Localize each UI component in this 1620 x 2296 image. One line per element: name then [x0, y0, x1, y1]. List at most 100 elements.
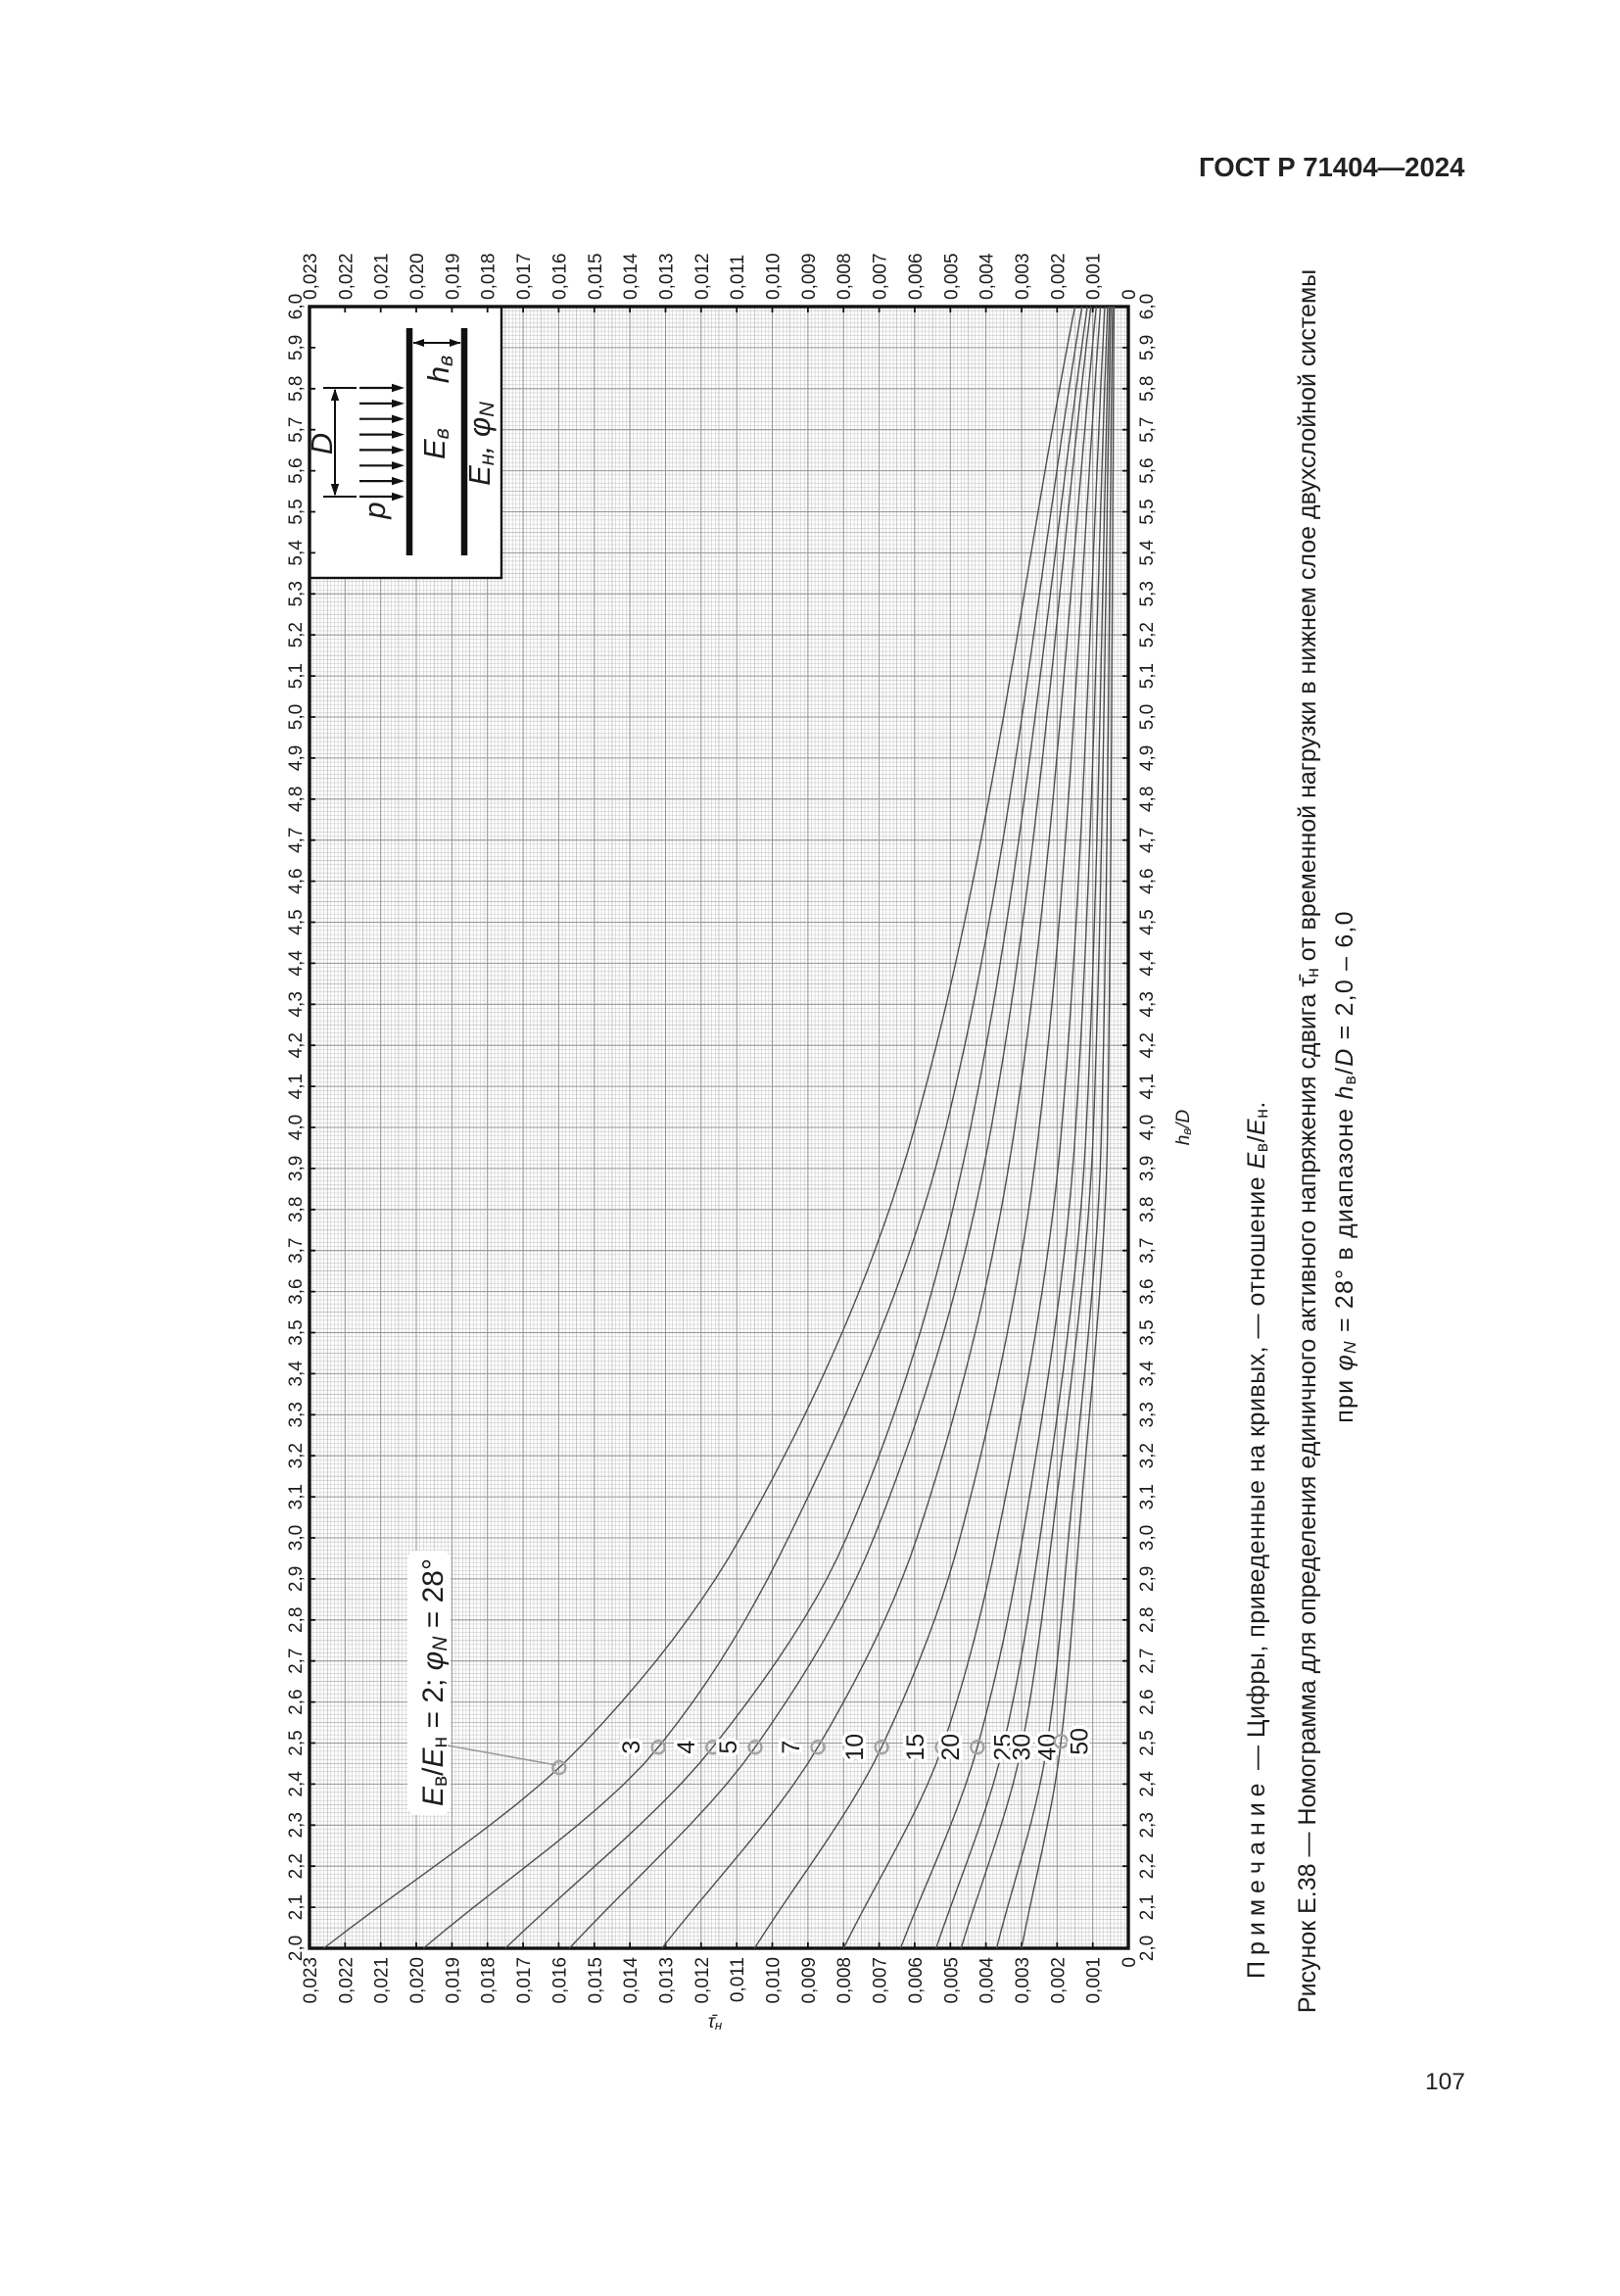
svg-text:3,1: 3,1	[1137, 1484, 1158, 1509]
svg-text:0,007: 0,007	[871, 253, 891, 300]
svg-text:2,8: 2,8	[1137, 1607, 1158, 1633]
svg-text:τ̄н: τ̄н	[708, 2012, 723, 2033]
svg-text:Eв/Eн = 2; φN = 28°: Eв/Eн = 2; φN = 28°	[417, 1558, 452, 1806]
svg-text:0,001: 0,001	[1084, 253, 1105, 300]
svg-text:2,6: 2,6	[1137, 1689, 1158, 1714]
svg-text:5,4: 5,4	[286, 540, 307, 566]
svg-text:25: 25	[990, 1734, 1018, 1761]
svg-text:0,012: 0,012	[692, 1957, 713, 2004]
svg-text:D: D	[305, 433, 339, 454]
svg-text:3,2: 3,2	[1137, 1443, 1158, 1468]
svg-text:0,018: 0,018	[479, 253, 500, 300]
svg-text:2,7: 2,7	[286, 1648, 307, 1673]
svg-text:4,1: 4,1	[286, 1074, 307, 1099]
svg-text:0,007: 0,007	[871, 1957, 891, 2004]
svg-text:5,1: 5,1	[1137, 663, 1158, 689]
svg-text:3,3: 3,3	[286, 1402, 307, 1427]
svg-text:3,9: 3,9	[286, 1156, 307, 1181]
svg-text:0: 0	[1120, 1957, 1140, 1968]
svg-text:0,013: 0,013	[657, 1957, 678, 2004]
svg-text:2,1: 2,1	[1137, 1894, 1158, 1920]
svg-text:2,1: 2,1	[286, 1894, 307, 1920]
svg-text:0,001: 0,001	[1084, 1957, 1105, 2004]
svg-text:0,008: 0,008	[834, 253, 855, 300]
svg-text:0: 0	[1120, 289, 1140, 300]
svg-text:3,6: 3,6	[1137, 1278, 1158, 1304]
svg-text:4,4: 4,4	[286, 950, 307, 977]
svg-text:4,0: 4,0	[286, 1115, 307, 1140]
svg-text:4,7: 4,7	[286, 827, 307, 852]
svg-text:p: p	[357, 502, 392, 519]
svg-text:2,0: 2,0	[1137, 1936, 1158, 1961]
svg-text:3: 3	[618, 1741, 645, 1754]
svg-text:5,7: 5,7	[286, 416, 307, 442]
svg-text:4,4: 4,4	[1137, 950, 1158, 977]
svg-text:5,9: 5,9	[1137, 335, 1158, 360]
svg-text:0,017: 0,017	[514, 253, 535, 300]
svg-text:0,022: 0,022	[336, 253, 357, 300]
svg-text:4,1: 4,1	[1137, 1074, 1158, 1099]
svg-text:2,3: 2,3	[1137, 1812, 1158, 1838]
svg-text:0,002: 0,002	[1048, 1957, 1069, 2004]
svg-text:4,9: 4,9	[286, 745, 307, 771]
svg-text:5,5: 5,5	[286, 499, 307, 524]
svg-text:0,009: 0,009	[799, 253, 820, 300]
svg-text:5,8: 5,8	[1137, 376, 1158, 402]
svg-text:2,9: 2,9	[1137, 1566, 1158, 1592]
svg-text:0,018: 0,018	[479, 1957, 500, 2004]
svg-text:2,6: 2,6	[286, 1689, 307, 1714]
svg-text:5,6: 5,6	[1137, 457, 1158, 483]
svg-text:30: 30	[1009, 1734, 1036, 1761]
svg-text:3,1: 3,1	[286, 1484, 307, 1509]
svg-text:2,0: 2,0	[286, 1936, 307, 1961]
svg-text:0,021: 0,021	[372, 1957, 393, 2004]
svg-text:4,5: 4,5	[286, 909, 307, 934]
svg-text:3,3: 3,3	[1137, 1402, 1158, 1427]
svg-text:4,6: 4,6	[1137, 868, 1158, 893]
svg-text:0,019: 0,019	[443, 1957, 463, 2004]
svg-text:0,003: 0,003	[1013, 1957, 1033, 2004]
svg-text:5,3: 5,3	[1137, 581, 1158, 606]
svg-text:0,017: 0,017	[514, 1957, 535, 2004]
svg-text:0,015: 0,015	[586, 1957, 606, 2004]
svg-text:0,014: 0,014	[621, 253, 642, 300]
svg-text:4,3: 4,3	[286, 991, 307, 1017]
svg-text:0,011: 0,011	[728, 1957, 748, 2002]
svg-text:2,2: 2,2	[1137, 1853, 1158, 1879]
svg-text:4,2: 4,2	[1137, 1032, 1158, 1058]
svg-text:5,9: 5,9	[286, 335, 307, 360]
svg-text:4,2: 4,2	[286, 1032, 307, 1058]
svg-text:2,9: 2,9	[286, 1566, 307, 1592]
svg-text:2,4: 2,4	[1137, 1771, 1158, 1797]
svg-text:3,4: 3,4	[1137, 1361, 1158, 1387]
svg-text:4,8: 4,8	[1137, 787, 1158, 812]
svg-text:5,7: 5,7	[1137, 416, 1158, 442]
svg-text:0,020: 0,020	[407, 253, 428, 300]
svg-text:5,2: 5,2	[286, 622, 307, 647]
svg-text:5: 5	[715, 1741, 742, 1754]
svg-text:0,013: 0,013	[657, 253, 678, 300]
svg-text:15: 15	[902, 1734, 929, 1761]
svg-text:5,0: 5,0	[1137, 704, 1158, 730]
svg-text:2,8: 2,8	[286, 1607, 307, 1633]
svg-text:3,8: 3,8	[286, 1197, 307, 1222]
svg-text:5,3: 5,3	[286, 581, 307, 606]
svg-text:Eн, φN: Eн, φN	[462, 402, 499, 486]
svg-text:0,012: 0,012	[692, 253, 713, 300]
svg-text:3,6: 3,6	[286, 1278, 307, 1304]
svg-text:0,010: 0,010	[764, 253, 785, 300]
svg-text:0,011: 0,011	[728, 255, 748, 300]
svg-text:0,021: 0,021	[372, 253, 393, 300]
svg-text:6,0: 6,0	[286, 294, 307, 319]
svg-text:5,2: 5,2	[1137, 622, 1158, 647]
svg-text:3,0: 3,0	[286, 1525, 307, 1551]
svg-text:50: 50	[1066, 1728, 1093, 1755]
svg-text:0,010: 0,010	[764, 1957, 785, 2004]
svg-text:2,5: 2,5	[286, 1730, 307, 1755]
svg-text:3,4: 3,4	[286, 1361, 307, 1387]
svg-text:2,4: 2,4	[286, 1771, 307, 1797]
svg-text:4,5: 4,5	[1137, 909, 1158, 934]
svg-text:0,016: 0,016	[549, 253, 570, 300]
svg-text:0,002: 0,002	[1048, 253, 1069, 300]
svg-text:0,005: 0,005	[941, 1957, 962, 2004]
